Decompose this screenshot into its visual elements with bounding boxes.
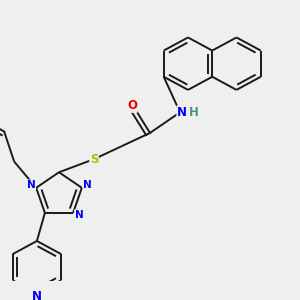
Text: H: H — [189, 106, 199, 119]
Text: O: O — [127, 99, 137, 112]
Text: N: N — [75, 210, 83, 220]
Text: N: N — [32, 290, 42, 300]
Text: N: N — [27, 180, 35, 190]
Text: N: N — [177, 106, 187, 119]
Text: N: N — [83, 180, 92, 190]
Text: S: S — [90, 153, 98, 166]
